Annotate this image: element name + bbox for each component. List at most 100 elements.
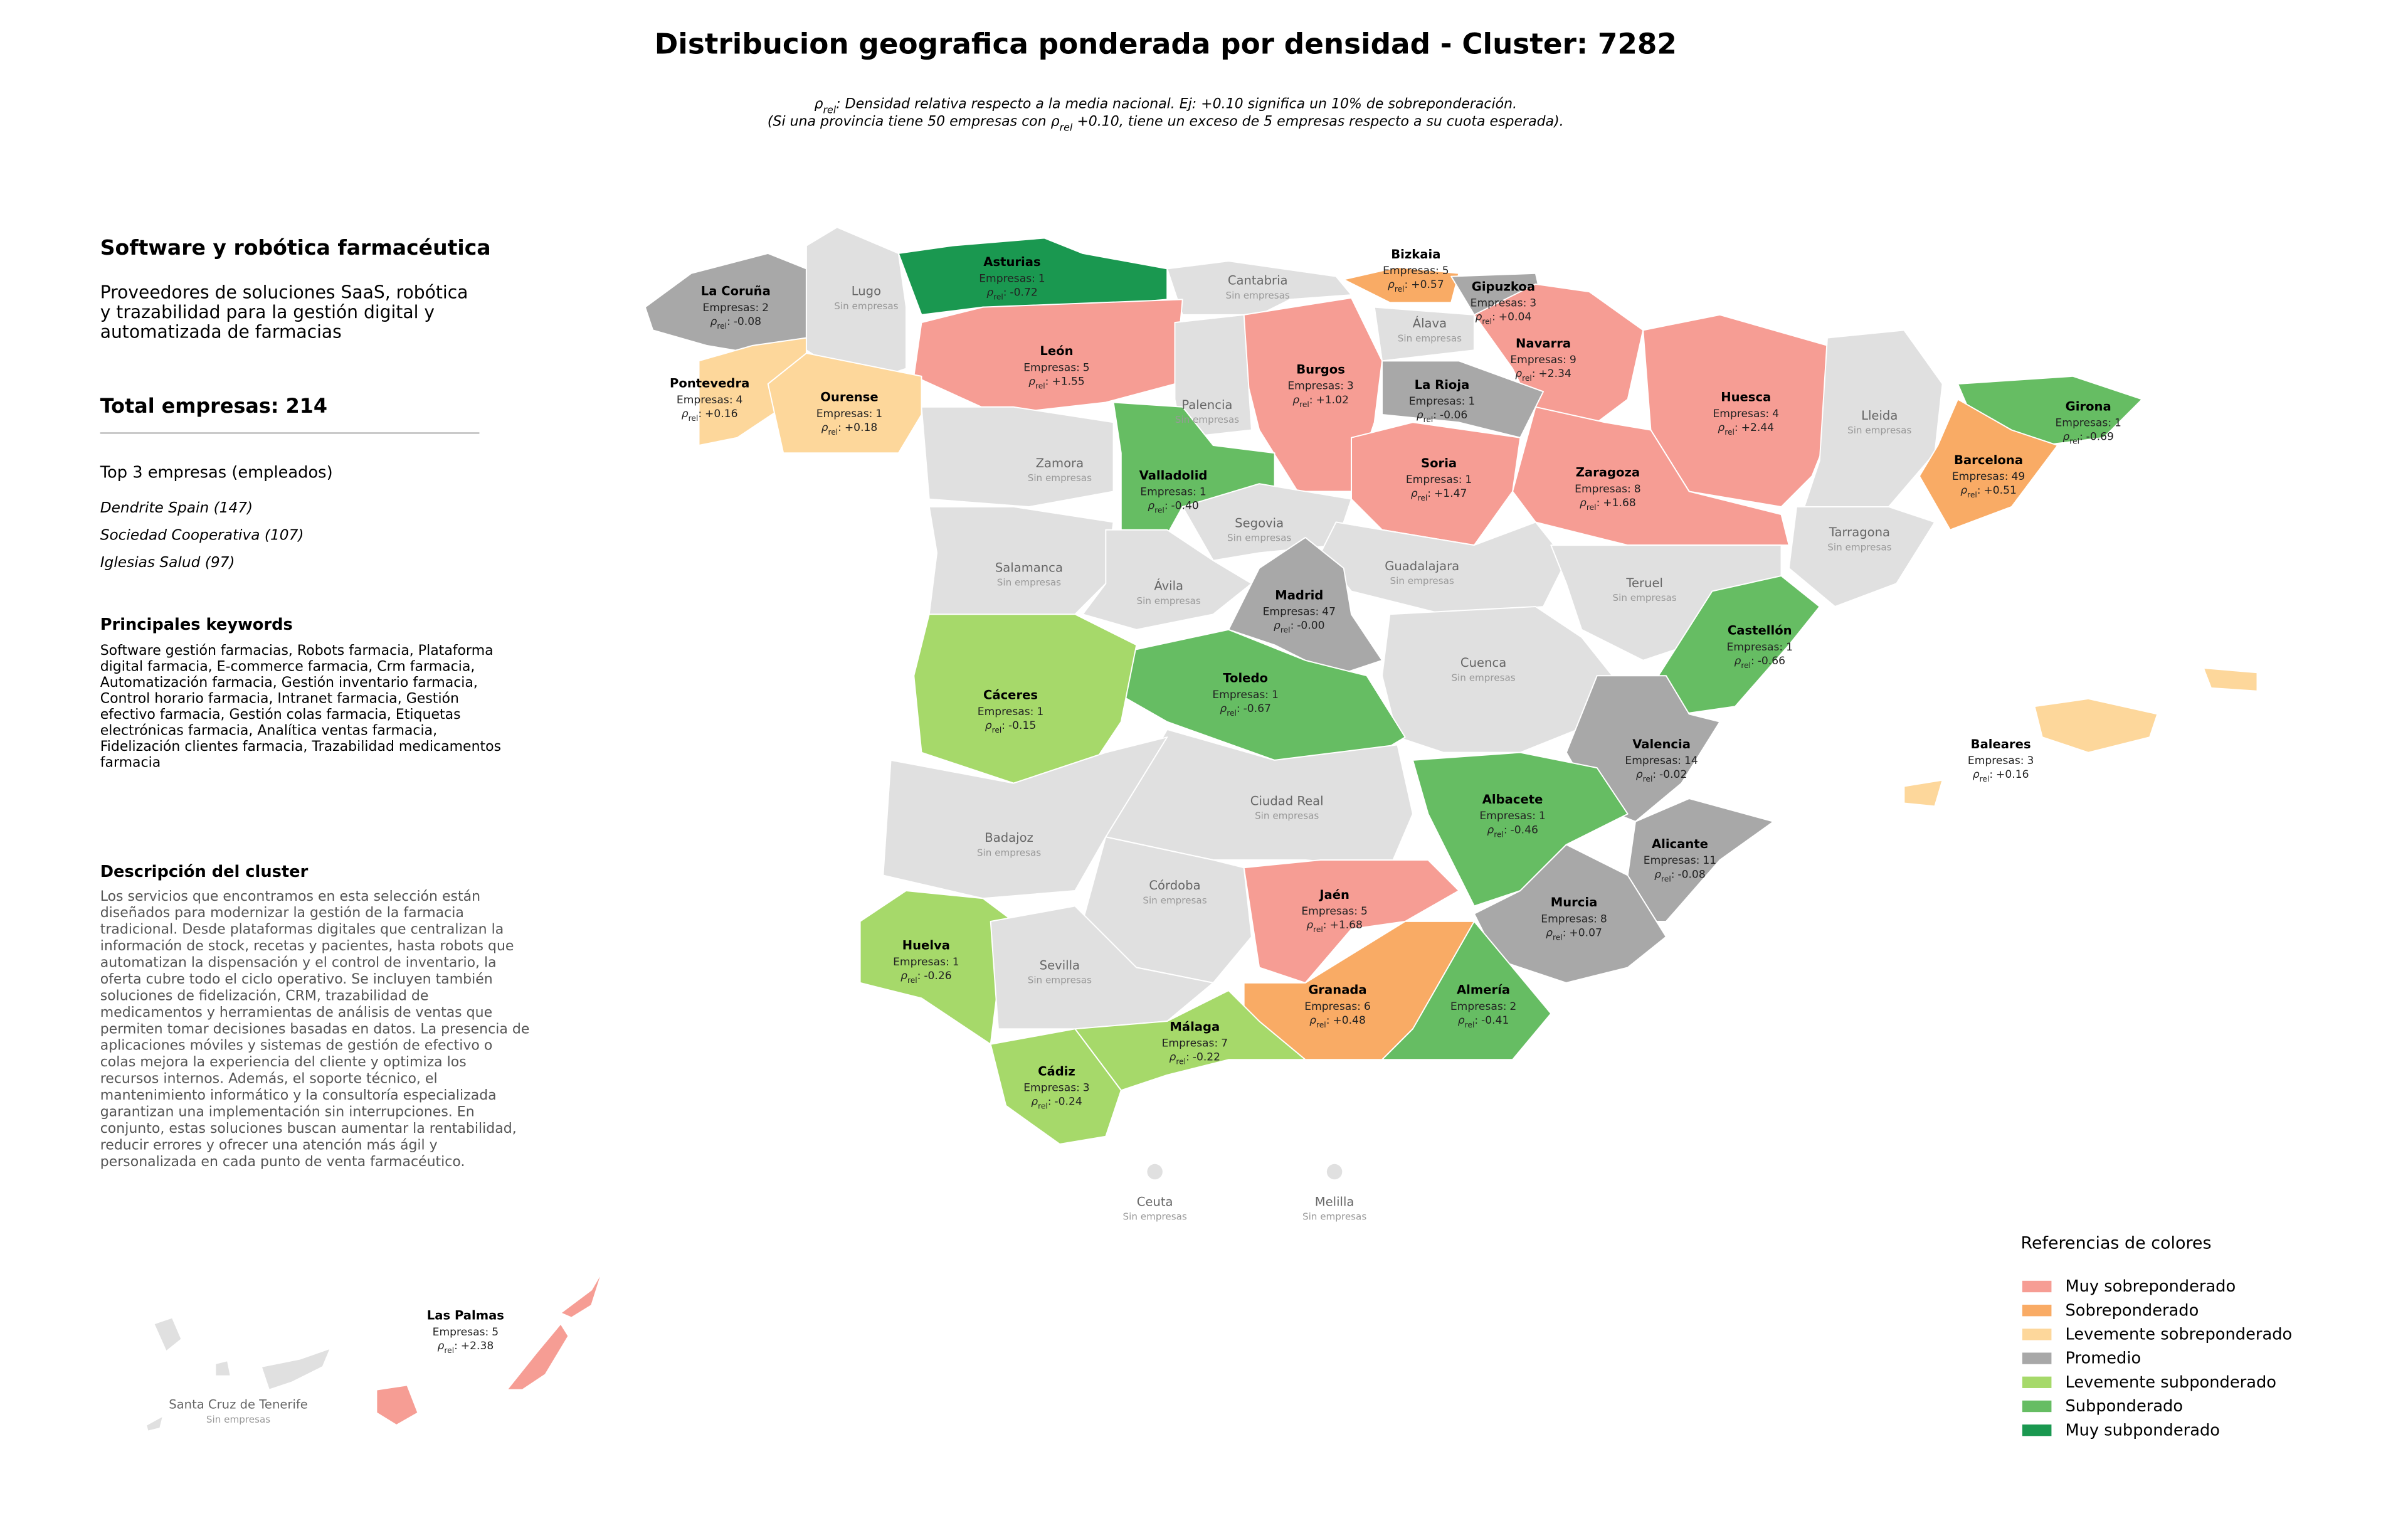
- top-item: Iglesias Salud (97): [100, 554, 235, 571]
- province-status: Sin empresas: [1847, 425, 1911, 436]
- cluster-line: conjunto, estas soluciones buscan aument…: [100, 1121, 517, 1137]
- province-shape: [1228, 536, 1383, 677]
- cluster-title: Descripción del cluster: [100, 862, 309, 881]
- count-label: Empresas:: [816, 408, 873, 420]
- province-name: Guadalajara: [1385, 559, 1459, 573]
- rho-sub: rel: [907, 975, 917, 984]
- province-status: Sin empresas: [1255, 810, 1319, 822]
- rho-symbol: ρ: [1654, 868, 1661, 881]
- province-shape: [1343, 267, 1460, 304]
- province-status: Sin empresas: [1227, 533, 1291, 544]
- subtitle: ρrel: Densidad relativa respecto a la me…: [815, 96, 1518, 115]
- province-rho: ρrel: -0.26: [900, 970, 952, 985]
- province-shape: [153, 1317, 182, 1352]
- rho-sep: :: [1045, 375, 1049, 388]
- rho-symbol: ρ: [1718, 422, 1724, 434]
- rho-sep: :: [917, 970, 921, 982]
- province-rho: ρrel: +0.51: [1960, 484, 2017, 499]
- rho-sep: :: [1597, 497, 1600, 509]
- rho-value: -0.72: [1010, 286, 1037, 299]
- rho-symbol: ρ: [1580, 497, 1587, 509]
- province-rho: ρrel: -0.72: [986, 286, 1038, 300]
- count-value: 1: [2115, 416, 2121, 429]
- province-count: Empresas: 1: [816, 408, 882, 420]
- rho-sub: rel: [1035, 381, 1045, 390]
- rho-sep: :: [1405, 279, 1408, 291]
- province-status: Sin empresas: [1175, 414, 1239, 425]
- province-shape: [1903, 779, 1943, 807]
- count-label: Empresas:: [979, 272, 1035, 285]
- province-rho: ρrel: +0.16: [1973, 768, 2029, 783]
- province-shape: [145, 1415, 164, 1432]
- count-value: 5: [1361, 905, 1368, 918]
- province-name: Málaga: [1170, 1019, 1220, 1034]
- rho-value: +1.02: [1316, 394, 1348, 406]
- rho-sep: :: [1652, 768, 1656, 781]
- rho-value: -0.67: [1244, 703, 1271, 715]
- legend-swatch: [2022, 1400, 2052, 1413]
- province-count: Empresas: 4: [677, 394, 742, 406]
- rho-sep: :: [1433, 409, 1437, 422]
- rho-symbol: ρ: [1515, 368, 1522, 380]
- count-value: 11: [1703, 854, 1716, 867]
- rho-value: -0.06: [1440, 409, 1467, 422]
- province-count: Empresas: 5: [1023, 361, 1089, 374]
- province-count: Empresas: 3: [1023, 1082, 1089, 1095]
- province-rho: ρrel: +2.38: [438, 1340, 494, 1354]
- cluster-line: soluciones de fidelización, CRM, trazabi…: [100, 988, 429, 1004]
- province-name: Cáceres: [983, 688, 1038, 703]
- province-count: Empresas: 2: [1450, 1000, 1516, 1013]
- province-shape: [1803, 329, 1943, 507]
- count-label: Empresas:: [677, 394, 733, 406]
- rho-sep: :: [1671, 868, 1675, 881]
- rho-symbol: ρ: [1309, 1014, 1316, 1027]
- province-count: Empresas: 1: [893, 956, 959, 968]
- count-label: Empresas:: [1304, 1000, 1361, 1013]
- province-shape: [376, 1384, 419, 1426]
- rho-value: +2.38: [461, 1340, 494, 1352]
- province-status: Sin empresas: [977, 847, 1041, 858]
- province-rho: ρrel: -0.08: [1654, 868, 1706, 883]
- count-value: 5: [1442, 265, 1449, 277]
- province-status: Sin empresas: [1827, 541, 1891, 553]
- cluster-line: diseñados para modernizar la gestión de …: [100, 905, 464, 921]
- province-status: Sin empresas: [834, 300, 898, 312]
- legend-label: Levemente sobreponderado: [2065, 1325, 2292, 1344]
- count-label: Empresas:: [1301, 905, 1358, 918]
- province-rho: ρrel: -0.02: [1636, 768, 1687, 783]
- rho-sep: :: [1326, 1014, 1330, 1027]
- province-shape: [1082, 529, 1252, 630]
- rho-sep: :: [2079, 431, 2083, 443]
- legend-label: Sobreponderado: [2065, 1301, 2199, 1320]
- rho-sub: rel: [1724, 427, 1735, 436]
- title: Distribucion geografica ponderada por de…: [655, 27, 1677, 60]
- province-shape: [1326, 1164, 1343, 1180]
- province-shape: [1074, 990, 1306, 1091]
- count-label: Empresas:: [433, 1326, 489, 1339]
- rho-symbol: ρ: [2062, 431, 2069, 443]
- panel-description: Proveedores de soluciones SaaS, robótica: [100, 282, 468, 303]
- rho-symbol: ρ: [438, 1340, 445, 1352]
- rho-sub: rel: [1154, 506, 1164, 514]
- cluster-line: medicamentos y herramientas de análisis …: [100, 1005, 492, 1021]
- province-status: Sin empresas: [1613, 592, 1677, 603]
- rho-sep: :: [1001, 719, 1005, 732]
- province-name: Castellón: [1728, 623, 1792, 638]
- rho-sep: :: [1164, 500, 1168, 512]
- rho-sub: rel: [717, 321, 727, 330]
- count-value: 6: [1364, 1000, 1371, 1013]
- rho-sep: :: [1237, 703, 1240, 715]
- province-count: Empresas: 11: [1644, 854, 1716, 867]
- subtitle-part: rel: [1060, 122, 1073, 134]
- rho-sub: rel: [1494, 830, 1504, 839]
- top-item: Dendrite Spain (147): [100, 499, 253, 516]
- count-value: 1: [1272, 689, 1279, 701]
- panel-description: automatizada de farmacias: [100, 321, 342, 342]
- rho-symbol: ρ: [1636, 768, 1643, 781]
- rho-value: -0.08: [734, 316, 761, 328]
- count-label: Empresas:: [1713, 408, 1769, 420]
- province-count: Empresas: 1: [1212, 689, 1278, 701]
- province-name: Jaén: [1318, 888, 1349, 902]
- rho-value: -0.22: [1193, 1051, 1220, 1064]
- rho-value: +0.07: [1569, 926, 1602, 939]
